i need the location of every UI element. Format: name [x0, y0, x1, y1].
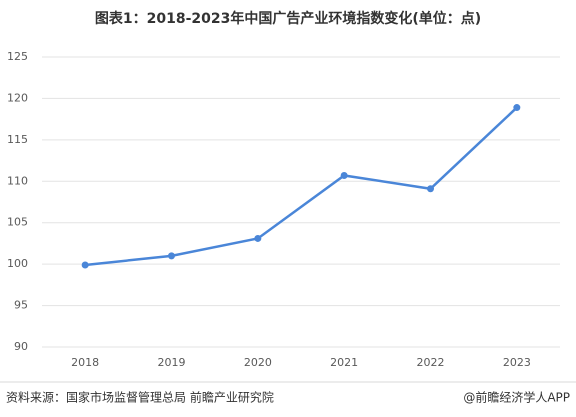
source: 资料来源：国家市场监督管理总局 前瞻产业研究院 [6, 390, 274, 405]
y-tick-label: 90 [14, 340, 28, 353]
data-point [81, 261, 89, 269]
data-line [85, 106, 518, 267]
y-tick-label: 125 [7, 50, 28, 63]
y-tick-label: 120 [7, 91, 28, 104]
data-point [340, 171, 348, 179]
data-point [513, 104, 521, 112]
x-tick-label: 2019 [158, 356, 186, 369]
y-tick-label: 115 [7, 133, 28, 146]
y-tick-label: 100 [7, 257, 28, 270]
x-tick-label: 2018 [71, 356, 99, 369]
data-point [254, 234, 262, 242]
x-tick-label: 2023 [503, 356, 531, 369]
x-tick-label: 2021 [330, 356, 358, 369]
x-tick-label: 2020 [244, 356, 272, 369]
chart-title: 图表1：2018-2023年中国广告产业环境指数变化(单位：点) [95, 10, 481, 27]
y-tick-label: 95 [14, 299, 28, 312]
x-tick-label: 2022 [417, 356, 445, 369]
data-point [427, 185, 434, 193]
y-tick-label: 110 [7, 174, 28, 187]
brand: @前瞻经济学人APP [463, 390, 570, 405]
y-tick-label: 105 [7, 216, 28, 229]
data-point [168, 252, 175, 260]
